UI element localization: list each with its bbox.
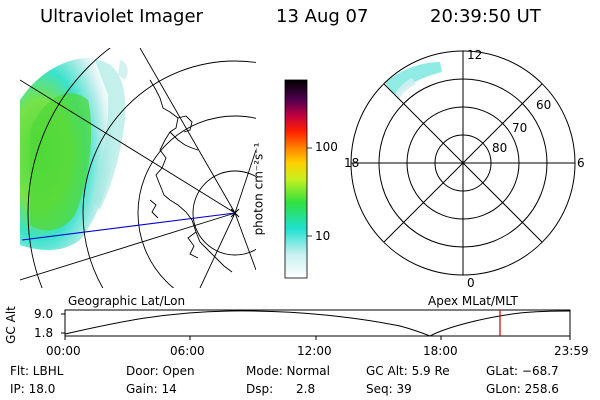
geographic-panel-label: Geographic Lat/Lon	[68, 294, 185, 308]
ip-info: IP: 18.0	[10, 382, 55, 396]
time-label: 20:39:50 UT	[430, 6, 541, 27]
time-tick-1200: 12:00	[297, 344, 332, 358]
time-tick-0000: 00:00	[46, 344, 81, 358]
dsp-value: 2.8	[296, 382, 315, 396]
lat-label-80: 80	[492, 141, 507, 155]
altitude-tick-9: 9.0	[34, 307, 53, 321]
colorbar	[285, 80, 312, 278]
geographic-map	[20, 6, 442, 400]
colorbar-tick-10: 10	[315, 229, 330, 243]
polar-plot	[351, 51, 575, 275]
dsp-label: Dsp:	[246, 382, 273, 396]
mlt-label-12: 12	[467, 48, 482, 62]
altitude-tick-1-8: 1.8	[34, 326, 53, 340]
colorbar-unit-label: photon cm⁻²s⁻¹	[251, 143, 265, 236]
altitude-curve	[65, 311, 570, 336]
mlt-label-18: 18	[344, 156, 359, 170]
altitude-plot	[61, 310, 570, 340]
colorbar-tick-100: 100	[315, 140, 338, 154]
gc-alt-info: GC Alt: 5.9 Re	[366, 364, 450, 378]
mlt-label-6: 6	[577, 156, 585, 170]
apex-panel-label: Apex MLat/MLT	[428, 294, 518, 308]
lat-label-60: 60	[536, 98, 551, 112]
filter-info: Flt: LBHL	[10, 364, 63, 378]
polar-aurora-patch	[385, 62, 442, 95]
time-tick-2359: 23:59	[554, 344, 589, 358]
glat-info: GLat: −68.7	[486, 364, 559, 378]
mlt-label-0: 0	[467, 276, 475, 290]
mode-info: Mode: Normal	[246, 364, 330, 378]
time-tick-1800: 18:00	[423, 344, 458, 358]
lat-label-70: 70	[512, 121, 527, 135]
instrument-title: Ultraviolet Imager	[40, 6, 203, 27]
door-info: Door: Open	[126, 364, 195, 378]
date-label: 13 Aug 07	[276, 6, 368, 27]
coastline	[150, 80, 232, 272]
gain-info: Gain: 14	[126, 382, 177, 396]
seq-info: Seq: 39	[366, 382, 412, 396]
altitude-axis-label: GC Alt	[4, 306, 18, 344]
time-tick-0600: 06:00	[170, 344, 205, 358]
glon-info: GLon: 258.6	[486, 382, 559, 396]
